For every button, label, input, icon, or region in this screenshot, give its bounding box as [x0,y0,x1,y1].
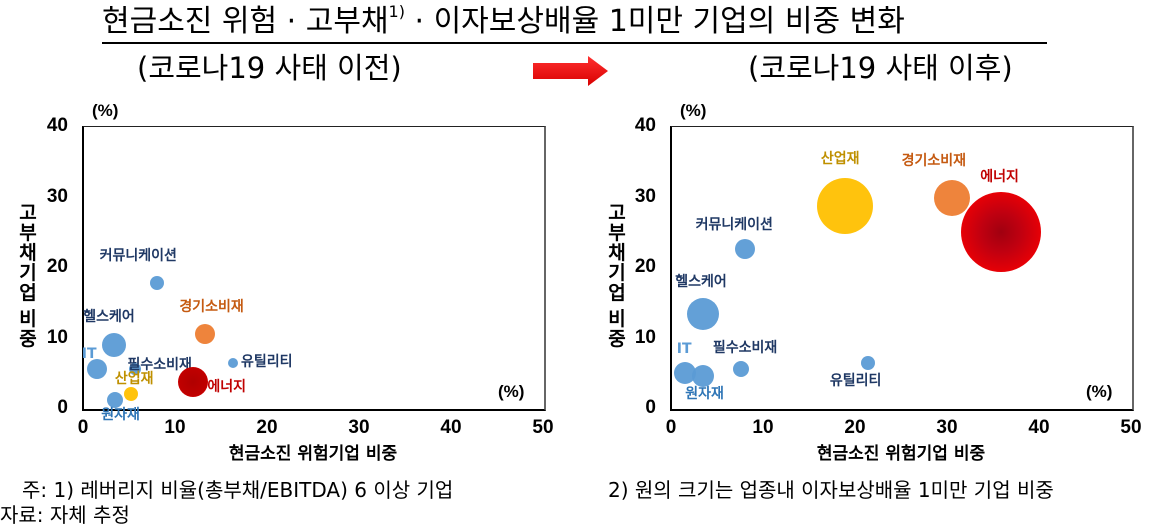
x-tick-label: 0 [77,417,89,438]
x-tick-label: 40 [440,417,462,438]
y-unit-label: (%) [680,101,707,120]
bubble-label-필수소비재: 필수소비재 [712,339,778,356]
bubble-유틸리티 [227,357,238,368]
x-tick-label: 10 [752,417,774,438]
bubble-유틸리티 [860,355,875,370]
y-tick-label: 30 [634,185,656,207]
title-rest: · 이자보상배율 1미만 기업의 비중 변화 [404,4,905,39]
bubble-에너지 [961,192,1042,273]
bubble-IT [673,362,696,385]
bubble-에너지 [178,366,209,397]
x-tick-label: 50 [532,417,554,438]
source-note: 자료: 자체 추정 [0,503,130,527]
y-tick-label: 40 [46,115,68,136]
subtitle-before: (코로나19 사태 이전) [137,51,402,85]
bubble-label-유틸리티: 유틸리티 [240,353,293,370]
bubble-label-유틸리티: 유틸리티 [829,372,882,389]
y-unit-label: (%) [92,101,119,120]
bubble-label-에너지: 에너지 [207,378,247,395]
bubble-label-커뮤니케이션: 커뮤니케이션 [99,248,177,265]
subtitle-after: (코로나19 사태 이후) [748,51,1013,85]
y-tick-label: 30 [46,185,68,207]
bubble-원자재 [107,392,124,409]
bubble-label-에너지: 에너지 [980,169,1019,186]
bubble-커뮤니케이션 [149,276,164,291]
x-tick-label: 20 [844,417,866,438]
x-tick-label: 20 [256,417,278,438]
bubble-label-경기소비재: 경기소비재 [901,152,966,169]
x-tick-label: 10 [164,417,186,438]
bubble-label-원자재: 원자재 [685,386,724,403]
bubble-label-원자재: 원자재 [101,407,140,424]
bubble-산업재 [123,386,138,401]
plot-area [82,126,546,411]
x-tick-label: 0 [665,417,677,438]
title-footnote-ref: 1) [388,2,405,21]
bubble-원자재 [692,365,715,388]
y-tick-label: 10 [46,326,68,348]
title-main: 현금소진 위험 · 고부채 [102,4,389,39]
y-tick-label: 20 [634,256,656,277]
bubble-헬스케어 [687,298,720,331]
x-unit-label: (%) [1086,382,1113,401]
bubble-커뮤니케이션 [734,238,755,259]
bubble-label-커뮤니케이션: 커뮤니케이션 [695,216,773,233]
right-arrow-icon [533,56,608,86]
x-tick-label: 30 [348,417,370,438]
bubble-label-산업재: 산업재 [820,151,860,168]
bubble-필수소비재 [732,360,749,377]
bubble-산업재 [816,178,873,235]
y-tick-label: 0 [57,397,68,418]
x-axis-title: 현금소진 위험기업 비중 [816,444,986,464]
footnote-2: 2) 원의 크기는 업종내 이자보상배율 1미만 기업 비중 [608,478,1054,502]
bubble-IT [86,358,107,379]
x-tick-label: 40 [1028,417,1050,438]
bubble-헬스케어 [102,332,127,357]
footnote-1: 주: 1) 레버리지 비율(총부채/EBITDA) 6 이상 기업 [22,478,454,502]
bubble-label-헬스케어: 헬스케어 [83,308,135,325]
plot-area [670,126,1134,411]
x-axis-title: 현금소진 위험기업 비중 [228,444,398,464]
bubble-label-산업재: 산업재 [114,370,154,387]
x-tick-label: 50 [1120,417,1142,438]
bubble-label-헬스케어: 헬스케어 [675,274,727,291]
bubble-경기소비재 [195,323,216,344]
y-tick-label: 10 [634,326,656,348]
bubble-경기소비재 [933,179,970,216]
x-tick-label: 30 [936,417,958,438]
bubble-label-IT: IT [81,345,97,362]
y-tick-label: 0 [645,397,656,418]
x-unit-label: (%) [498,382,525,401]
y-tick-label: 20 [46,256,68,277]
bubble-label-IT: IT [676,341,692,358]
bubble-label-필수소비재: 필수소비재 [127,356,192,373]
y-tick-label: 40 [634,115,656,136]
page-title: 현금소진 위험 · 고부채1) · 이자보상배율 1미만 기업의 비중 변화 [102,2,1047,44]
bubble-label-경기소비재: 경기소비재 [179,298,244,315]
bubble-필수소비재 [129,362,142,375]
